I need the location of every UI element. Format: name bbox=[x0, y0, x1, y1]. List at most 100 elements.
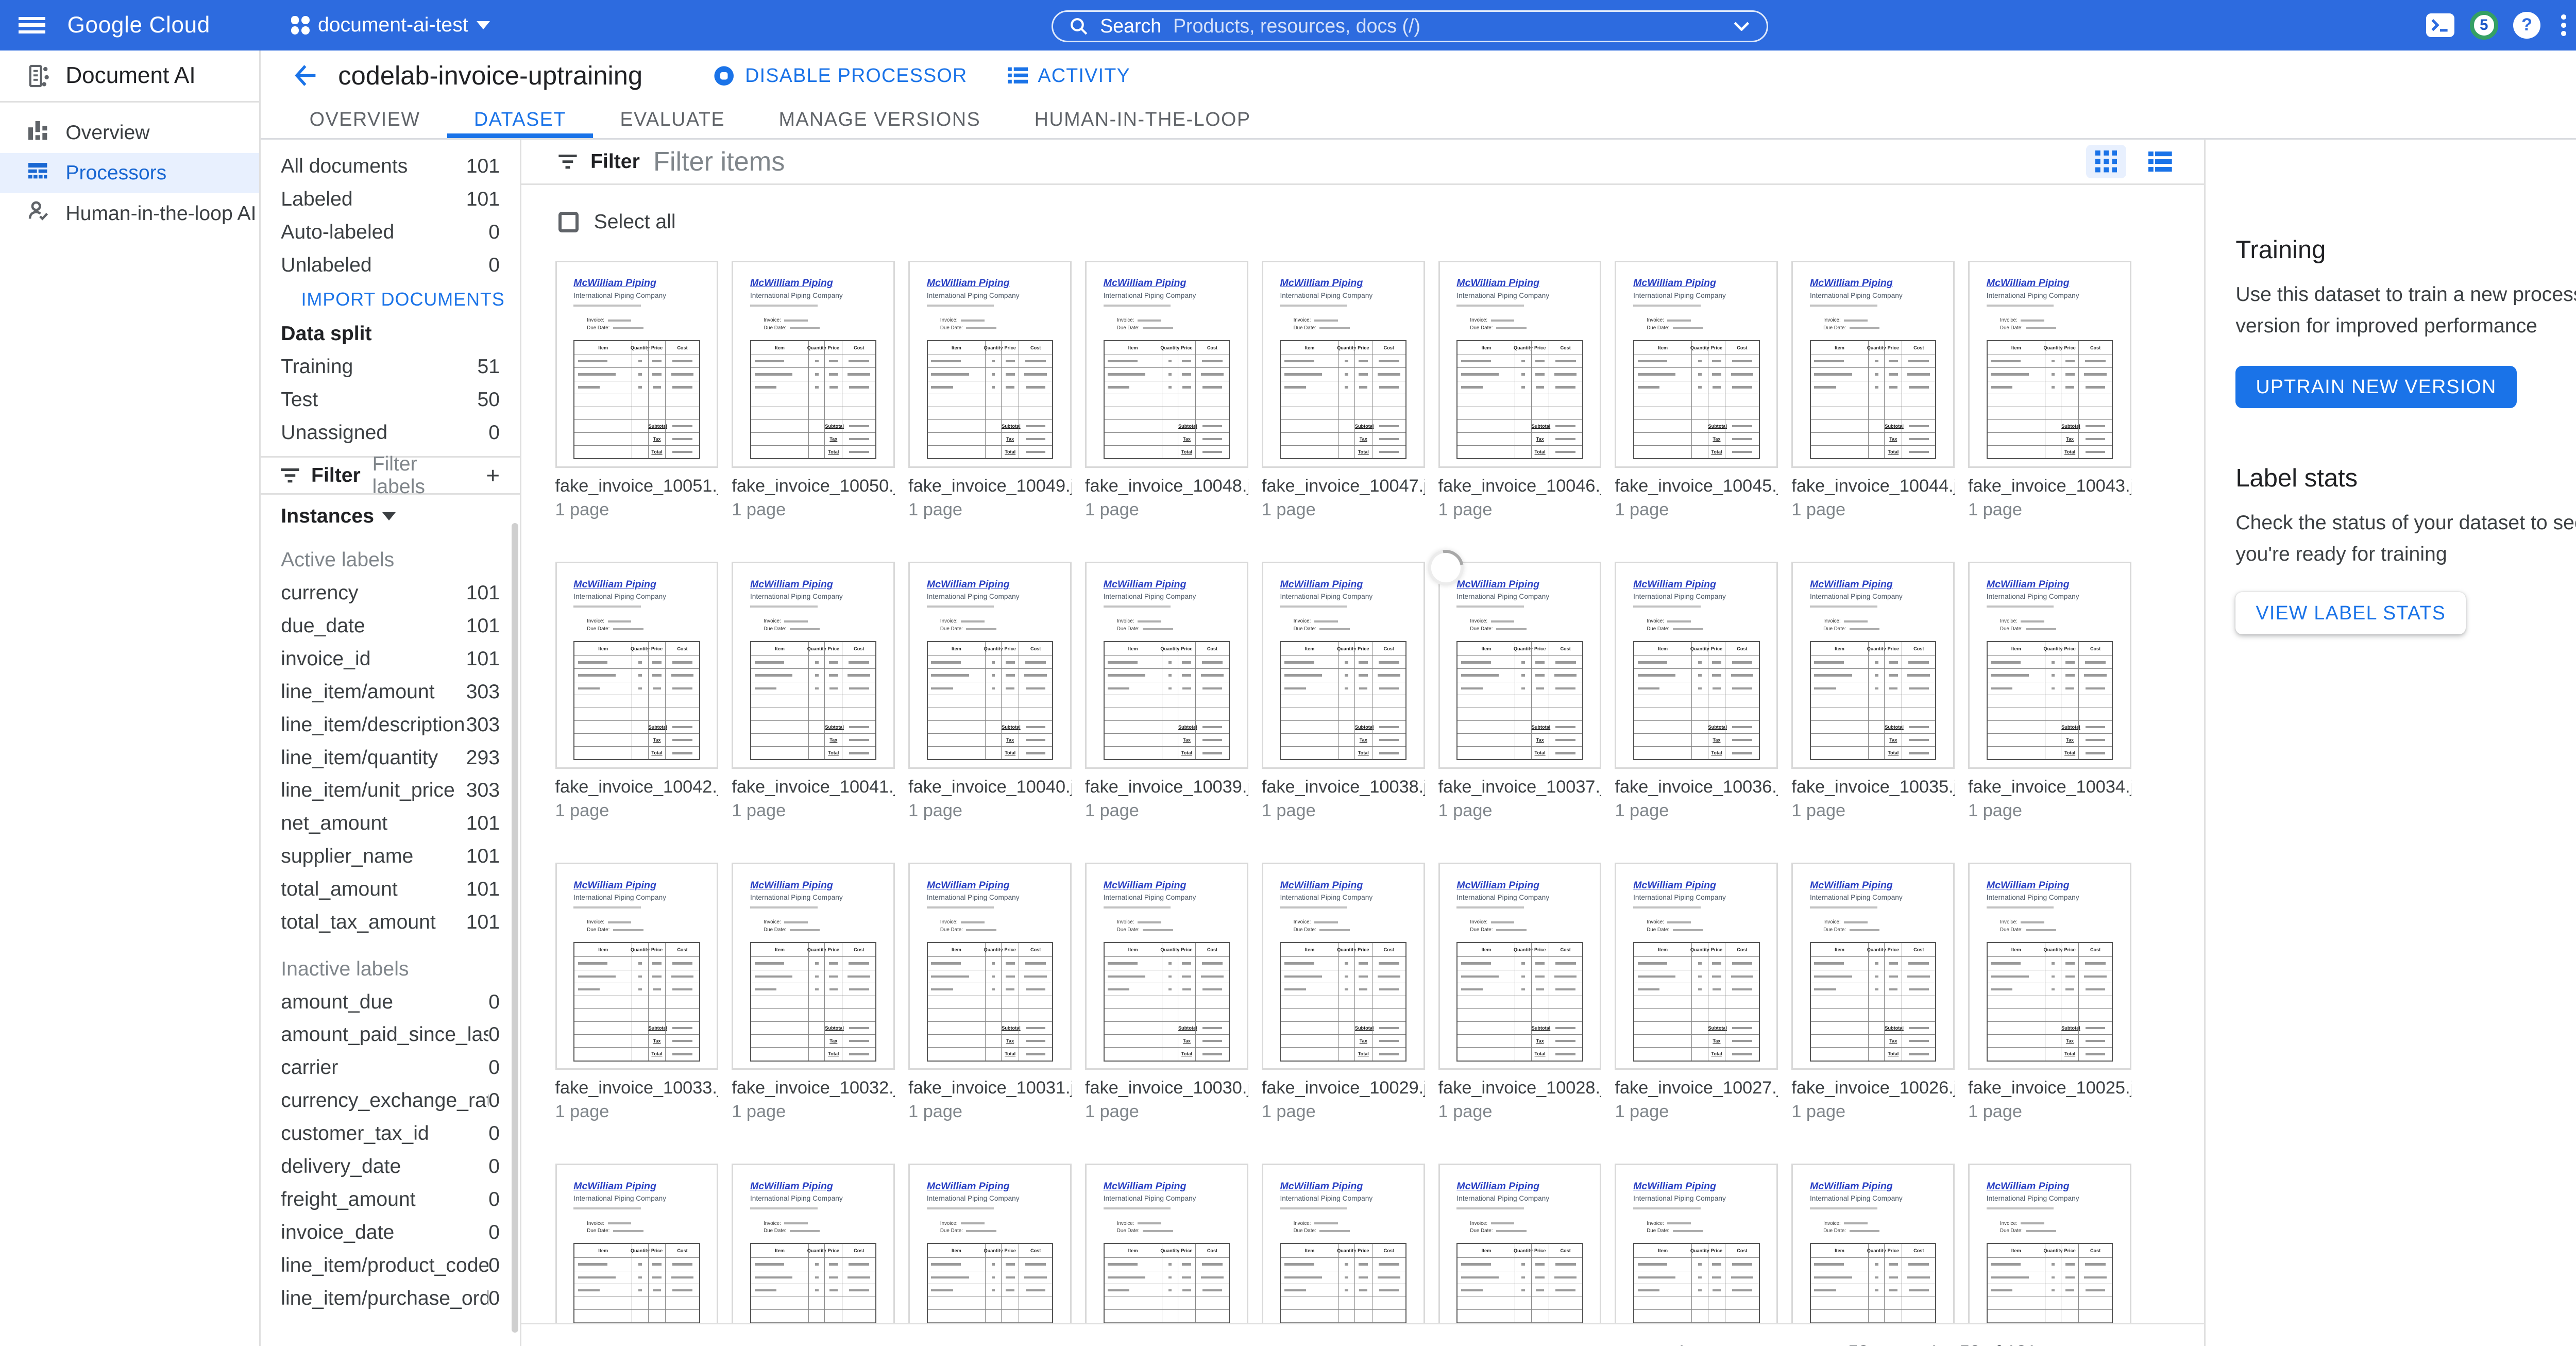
document-card[interactable]: McWilliam Piping International Piping Com… bbox=[1438, 261, 1602, 519]
active-label-row[interactable]: due_date 101 bbox=[261, 610, 520, 643]
document-card[interactable]: McWilliam Piping International Piping Com… bbox=[908, 261, 1072, 519]
inactive-label-row[interactable]: invoice_date 0 bbox=[261, 1216, 520, 1249]
document-card[interactable]: McWilliam Piping International Piping Com… bbox=[1791, 562, 1955, 820]
document-card[interactable]: McWilliam Piping International Piping Com… bbox=[1968, 562, 2131, 820]
grid-view-toggle[interactable] bbox=[2086, 144, 2127, 179]
active-label-row[interactable]: line_item/amount 303 bbox=[261, 676, 520, 709]
tab-evaluate[interactable]: EVALUATE bbox=[620, 108, 725, 130]
active-label-row[interactable]: total_amount 101 bbox=[261, 873, 520, 906]
document-card[interactable]: McWilliam Piping International Piping Com… bbox=[1085, 562, 1248, 820]
inactive-label-row[interactable]: line_item/purchase_order 0 bbox=[261, 1282, 520, 1315]
doc-stat-row[interactable]: All documents 101 bbox=[261, 150, 520, 183]
document-card[interactable]: McWilliam Piping International Piping Com… bbox=[732, 1164, 895, 1346]
tab-dataset[interactable]: DATASET bbox=[447, 101, 594, 138]
document-card[interactable]: McWilliam Piping International Piping Com… bbox=[1085, 261, 1248, 519]
filter-labels-input[interactable]: Filter labels bbox=[372, 452, 426, 498]
document-card[interactable]: McWilliam Piping International Piping Com… bbox=[1968, 1164, 2131, 1346]
project-selector[interactable]: document-ai-test bbox=[291, 14, 490, 37]
panel-scrollbar[interactable] bbox=[511, 523, 518, 1333]
inactive-label-row[interactable]: carrier 0 bbox=[261, 1051, 520, 1084]
active-label-row[interactable]: net_amount 101 bbox=[261, 807, 520, 840]
document-card[interactable]: McWilliam Piping International Piping Com… bbox=[1615, 562, 1778, 820]
page-size-select[interactable]: 50 bbox=[1848, 1341, 1888, 1346]
inactive-label-row[interactable]: customer_tax_id 0 bbox=[261, 1117, 520, 1150]
document-card[interactable]: McWilliam Piping International Piping Com… bbox=[1438, 863, 1602, 1121]
inactive-label-row[interactable]: currency_exchange_rate 0 bbox=[261, 1084, 520, 1117]
document-card[interactable]: McWilliam Piping International Piping Com… bbox=[1791, 863, 1955, 1121]
active-label-row[interactable]: line_item/quantity 293 bbox=[261, 742, 520, 775]
document-card[interactable]: McWilliam Piping International Piping Com… bbox=[1261, 863, 1425, 1121]
document-card[interactable]: McWilliam Piping International Piping Com… bbox=[908, 562, 1072, 820]
disable-processor-button[interactable]: DISABLE PROCESSOR bbox=[713, 64, 967, 87]
document-card[interactable]: McWilliam Piping International Piping Com… bbox=[1615, 261, 1778, 519]
doc-stat-row[interactable]: Labeled 101 bbox=[261, 183, 520, 216]
document-card[interactable]: McWilliam Piping International Piping Com… bbox=[555, 1164, 719, 1346]
document-card[interactable]: McWilliam Piping International Piping Com… bbox=[1968, 261, 2131, 519]
search-input[interactable]: Search Products, resources, docs (/) bbox=[1051, 10, 1768, 42]
more-options-icon[interactable] bbox=[2555, 12, 2572, 39]
document-card[interactable]: McWilliam Piping International Piping Com… bbox=[1421, 543, 1602, 820]
active-label-row[interactable]: supplier_name 101 bbox=[261, 840, 520, 873]
document-card[interactable]: McWilliam Piping International Piping Com… bbox=[1968, 863, 2131, 1121]
instances-toggle[interactable]: Instances bbox=[261, 495, 520, 539]
view-label-stats-button[interactable]: VIEW LABEL STATS bbox=[2235, 592, 2466, 634]
inactive-label-row[interactable]: line_item/product_code 0 bbox=[261, 1249, 520, 1282]
document-card[interactable]: McWilliam Piping International Piping Com… bbox=[1085, 1164, 1248, 1346]
sidebar-item-processors[interactable]: Processors bbox=[0, 153, 260, 194]
notifications-badge[interactable]: 5 bbox=[2469, 11, 2499, 40]
uptrain-new-version-button[interactable]: UPTRAIN NEW VERSION bbox=[2235, 365, 2517, 408]
hamburger-menu-icon[interactable] bbox=[0, 0, 64, 51]
prev-page-button[interactable]: ‹ bbox=[2077, 1339, 2098, 1346]
doc-stat-row[interactable]: Unlabeled 0 bbox=[261, 249, 520, 282]
add-label-button[interactable]: + bbox=[486, 462, 500, 489]
data-split-row[interactable]: Test 50 bbox=[261, 383, 520, 416]
activity-button[interactable]: ACTIVITY bbox=[1007, 64, 1130, 87]
list-view-toggle[interactable] bbox=[2143, 145, 2177, 178]
document-card[interactable]: McWilliam Piping International Piping Com… bbox=[908, 863, 1072, 1121]
sidebar-item-human-in-the-loop-ai[interactable]: Human-in-the-loop AI bbox=[0, 193, 259, 233]
next-page-button[interactable]: › bbox=[2139, 1339, 2160, 1346]
document-card[interactable]: McWilliam Piping International Piping Com… bbox=[732, 562, 895, 820]
filter-items-input[interactable]: Filter items bbox=[653, 146, 785, 177]
active-label-row[interactable]: total_tax_amount 101 bbox=[261, 906, 520, 939]
document-card[interactable]: McWilliam Piping International Piping Com… bbox=[1261, 261, 1425, 519]
doc-stat-row[interactable]: Auto-labeled 0 bbox=[261, 216, 520, 249]
active-label-row[interactable]: line_item/unit_price 303 bbox=[261, 775, 520, 807]
inactive-label-row[interactable]: amount_paid_since_last_i...0 bbox=[261, 1019, 520, 1052]
cloud-shell-icon[interactable] bbox=[2426, 13, 2455, 37]
tab-manage-versions[interactable]: MANAGE VERSIONS bbox=[778, 108, 981, 130]
document-card[interactable]: McWilliam Piping International Piping Com… bbox=[1615, 1164, 1778, 1346]
document-page-count: 1 page bbox=[1791, 1101, 1846, 1121]
document-card[interactable]: McWilliam Piping International Piping Com… bbox=[1791, 1164, 1955, 1346]
data-split-row[interactable]: Unassigned 0 bbox=[261, 416, 520, 449]
tab-overview[interactable]: OVERVIEW bbox=[309, 108, 420, 130]
totals-label: Subtotal bbox=[1002, 1025, 1021, 1031]
tab-human-in-the-loop[interactable]: HUMAN-IN-THE-LOOP bbox=[1034, 108, 1251, 130]
document-card[interactable]: McWilliam Piping International Piping Com… bbox=[1615, 863, 1778, 1121]
document-card[interactable]: McWilliam Piping International Piping Com… bbox=[555, 261, 719, 519]
document-card[interactable]: McWilliam Piping International Piping Com… bbox=[732, 261, 895, 519]
document-card[interactable]: McWilliam Piping International Piping Com… bbox=[1791, 261, 1955, 519]
card-grid: McWilliam Piping International Piping Com… bbox=[521, 234, 2204, 1346]
document-card[interactable]: McWilliam Piping International Piping Com… bbox=[1261, 1164, 1425, 1346]
inactive-label-row[interactable]: freight_amount 0 bbox=[261, 1183, 520, 1216]
sidebar-item-overview[interactable]: Overview bbox=[0, 113, 259, 153]
document-card[interactable]: McWilliam Piping International Piping Com… bbox=[555, 863, 719, 1121]
back-button[interactable] bbox=[293, 63, 318, 88]
select-all-checkbox[interactable] bbox=[558, 212, 579, 232]
document-card[interactable]: McWilliam Piping International Piping Com… bbox=[908, 1164, 1072, 1346]
document-card[interactable]: McWilliam Piping International Piping Com… bbox=[732, 863, 895, 1121]
document-card[interactable]: McWilliam Piping International Piping Com… bbox=[1438, 1164, 1602, 1346]
help-icon[interactable]: ? bbox=[2513, 11, 2540, 39]
active-label-row[interactable]: invoice_id 101 bbox=[261, 643, 520, 676]
document-card[interactable]: McWilliam Piping International Piping Com… bbox=[555, 562, 719, 820]
active-label-row[interactable]: currency 101 bbox=[261, 577, 520, 610]
data-split-row[interactable]: Training 51 bbox=[261, 350, 520, 383]
active-label-row[interactable]: line_item/description 303 bbox=[261, 709, 520, 742]
inactive-label-row[interactable]: delivery_date 0 bbox=[261, 1150, 520, 1183]
document-card[interactable]: McWilliam Piping International Piping Com… bbox=[1261, 562, 1425, 820]
inactive-label-row[interactable]: amount_due 0 bbox=[261, 986, 520, 1019]
invoice-company-subtitle: International Piping Company bbox=[1456, 593, 1550, 601]
document-card[interactable]: McWilliam Piping International Piping Com… bbox=[1085, 863, 1248, 1121]
import-documents-button[interactable]: IMPORT DOCUMENTS bbox=[301, 288, 505, 310]
